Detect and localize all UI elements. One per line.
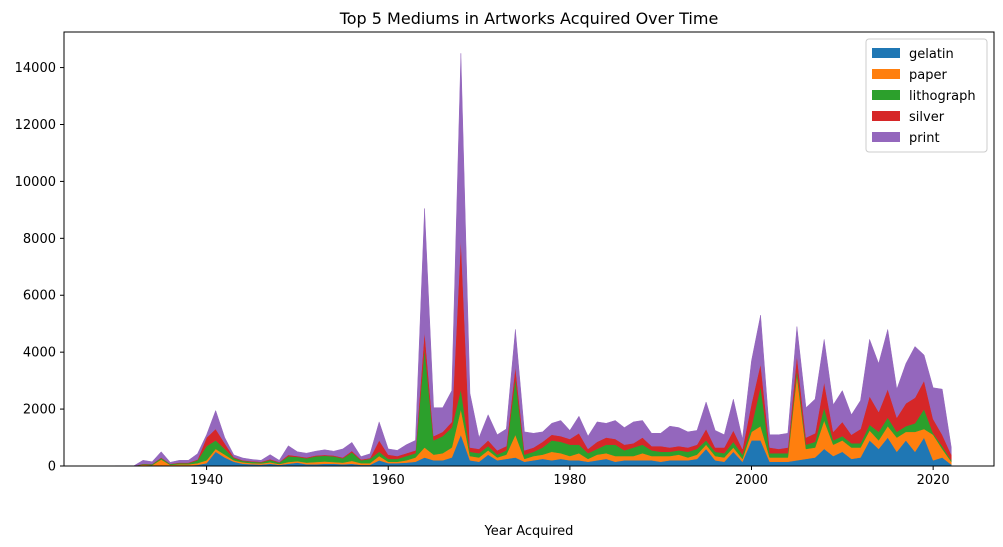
legend-label-lithograph: lithograph <box>909 89 976 104</box>
y-tick-label: 14000 <box>15 61 56 76</box>
legend-swatch-gelatin <box>872 48 900 58</box>
area-series-print <box>106 53 952 467</box>
legend-swatch-paper <box>872 69 900 79</box>
legend-swatch-print <box>872 132 900 142</box>
y-tick-label: 0 <box>48 460 56 475</box>
plot-frame <box>63 31 995 467</box>
y-tick-label: 2000 <box>23 403 56 418</box>
y-axis: 0 2000 4000 6000 8000 10000 12000 14000 <box>15 61 64 475</box>
x-tick-label: 1980 <box>553 473 586 488</box>
y-tick-label: 6000 <box>23 289 56 304</box>
x-axis-label: Year Acquired <box>484 524 574 539</box>
legend: gelatin paper lithograph silver print <box>865 38 988 153</box>
x-axis: 1940 1960 1980 2000 2020 <box>190 466 950 488</box>
x-tick-label: 1960 <box>372 473 405 488</box>
y-tick-label: 8000 <box>23 232 56 247</box>
y-tick-label: 4000 <box>23 346 56 361</box>
legend-label-silver: silver <box>909 110 945 125</box>
x-tick-label: 1940 <box>190 473 223 488</box>
legend-swatch-silver <box>872 111 900 121</box>
y-tick-label: 10000 <box>15 175 56 190</box>
chart-title: Top 5 Mediums in Artworks Acquired Over … <box>339 9 719 28</box>
legend-label-paper: paper <box>909 68 947 83</box>
legend-swatch-lithograph <box>872 90 900 100</box>
y-tick-label: 12000 <box>15 118 56 133</box>
x-tick-label: 2000 <box>735 473 768 488</box>
legend-box <box>865 38 988 153</box>
legend-label-gelatin: gelatin <box>909 47 954 62</box>
legend-label-print: print <box>909 131 940 146</box>
x-tick-label: 2020 <box>917 473 950 488</box>
